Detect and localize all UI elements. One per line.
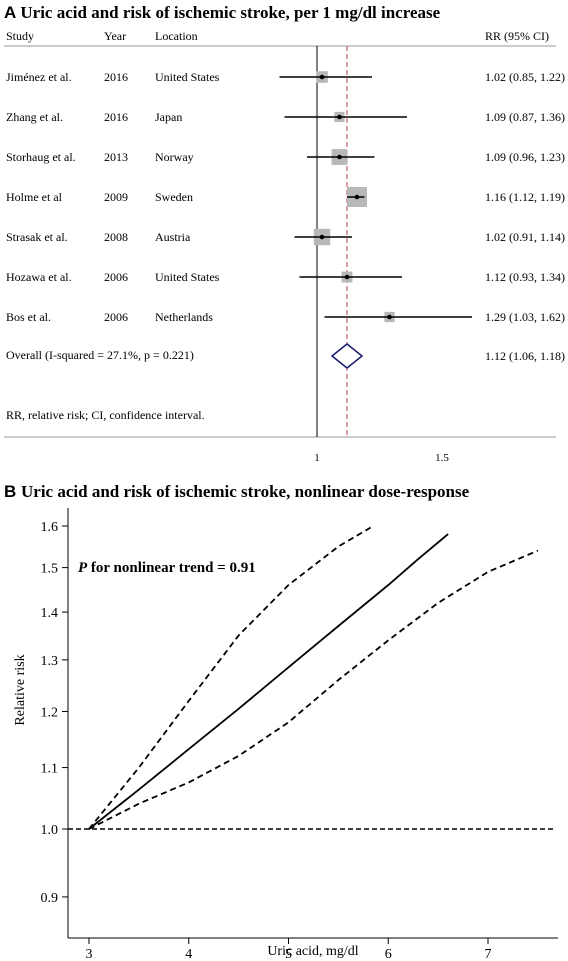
y-tick-label: 1.5 (41, 562, 59, 577)
study-year: 2006 (104, 310, 128, 324)
study-location: Netherlands (155, 310, 213, 324)
header-study: Study (6, 29, 34, 43)
study-rr-label: 1.12 (0.93, 1.34) (485, 270, 565, 284)
study-rr-label: 1.02 (0.91, 1.14) (485, 230, 565, 244)
study-point (319, 74, 325, 80)
study-point (387, 314, 392, 320)
annotation-p: P (78, 560, 88, 576)
panel-a-letter: A (4, 3, 16, 22)
y-tick-label: 1.4 (41, 606, 59, 621)
study-name: Zhang et al. (6, 110, 63, 124)
y-tick-label: 1.2 (41, 705, 59, 720)
header-year: Year (104, 29, 126, 43)
x-tick-label: 5 (285, 947, 292, 961)
x-tick-label: 4 (185, 947, 192, 961)
study-location: United States (155, 270, 220, 284)
overall-rr-label: 1.12 (1.06, 1.18) (485, 349, 565, 363)
study-year: 2008 (104, 230, 128, 244)
panel-a-title: A Uric acid and risk of ischemic stroke,… (4, 3, 440, 23)
x-axis-label: Uric acid, mg/dl (267, 944, 358, 959)
annotation-text: for nonlinear trend = 0.91 (87, 560, 256, 576)
study-point (354, 194, 360, 200)
x-tick-label: 7 (485, 947, 492, 961)
study-name: Holme et al (6, 190, 63, 204)
study-location: Austria (155, 230, 191, 244)
overall-diamond (330, 343, 364, 369)
study-rr-label: 1.09 (0.87, 1.36) (485, 110, 565, 124)
study-rr-label: 1.09 (0.96, 1.23) (485, 150, 565, 164)
study-point (344, 274, 350, 280)
study-name: Jiménez et al. (6, 70, 72, 84)
study-location: Norway (155, 150, 194, 164)
panel-b-letter: B (4, 482, 17, 501)
study-point (319, 234, 325, 240)
nonlinear-trend-annotation: P for nonlinear trend = 0.91 (78, 560, 256, 577)
overall-label: Overall (I-squared = 27.1%, p = 0.221) (6, 348, 194, 362)
panel-b-title: B Uric acid and risk of ischemic stroke,… (4, 482, 469, 502)
x-tick-label: 3 (86, 947, 93, 961)
study-name: Storhaug et al. (6, 150, 76, 164)
study-point (337, 114, 342, 120)
study-location: Sweden (155, 190, 193, 204)
study-point (337, 154, 342, 160)
panel-b-title-text: Uric acid and risk of ischemic stroke, n… (21, 482, 470, 501)
forest-plot: Study Year Location RR (95% CI) Overall … (4, 29, 565, 464)
footnote: RR, relative risk; CI, confidence interv… (6, 408, 205, 422)
study-rr-label: 1.29 (1.03, 1.62) (485, 310, 565, 324)
lower-ci-curve (88, 549, 539, 830)
y-tick-label: 1.1 (41, 762, 59, 777)
y-tick-label: 0.9 (41, 891, 59, 906)
y-tick-label: 1.3 (41, 654, 59, 669)
study-year: 2006 (104, 270, 128, 284)
study-location: Japan (155, 110, 182, 124)
header-location: Location (155, 29, 198, 43)
study-year: 2013 (104, 150, 128, 164)
study-rr-label: 1.02 (0.85, 1.22) (485, 70, 565, 84)
header-rr: RR (95% CI) (485, 29, 549, 43)
pooled-estimate-curve (88, 533, 449, 830)
study-name: Strasak et al. (6, 230, 68, 244)
study-name: Bos et al. (6, 310, 51, 324)
study-year: 2016 (104, 70, 128, 84)
y-tick-label: 1.6 (41, 520, 59, 535)
x-tick-label: 6 (385, 947, 392, 961)
panel-a-title-text: Uric acid and risk of ischemic stroke, p… (20, 3, 441, 22)
study-location: United States (155, 70, 220, 84)
study-year: 2016 (104, 110, 128, 124)
study-year: 2009 (104, 190, 128, 204)
study-name: Hozawa et al. (6, 270, 72, 284)
y-axis-label: Relative risk (13, 654, 28, 725)
study-rr-label: 1.16 (1.12, 1.19) (485, 190, 565, 204)
x-tick-label: 1.5 (435, 452, 449, 464)
x-tick-label: 1 (314, 452, 320, 464)
y-tick-label: 1.0 (41, 823, 59, 838)
